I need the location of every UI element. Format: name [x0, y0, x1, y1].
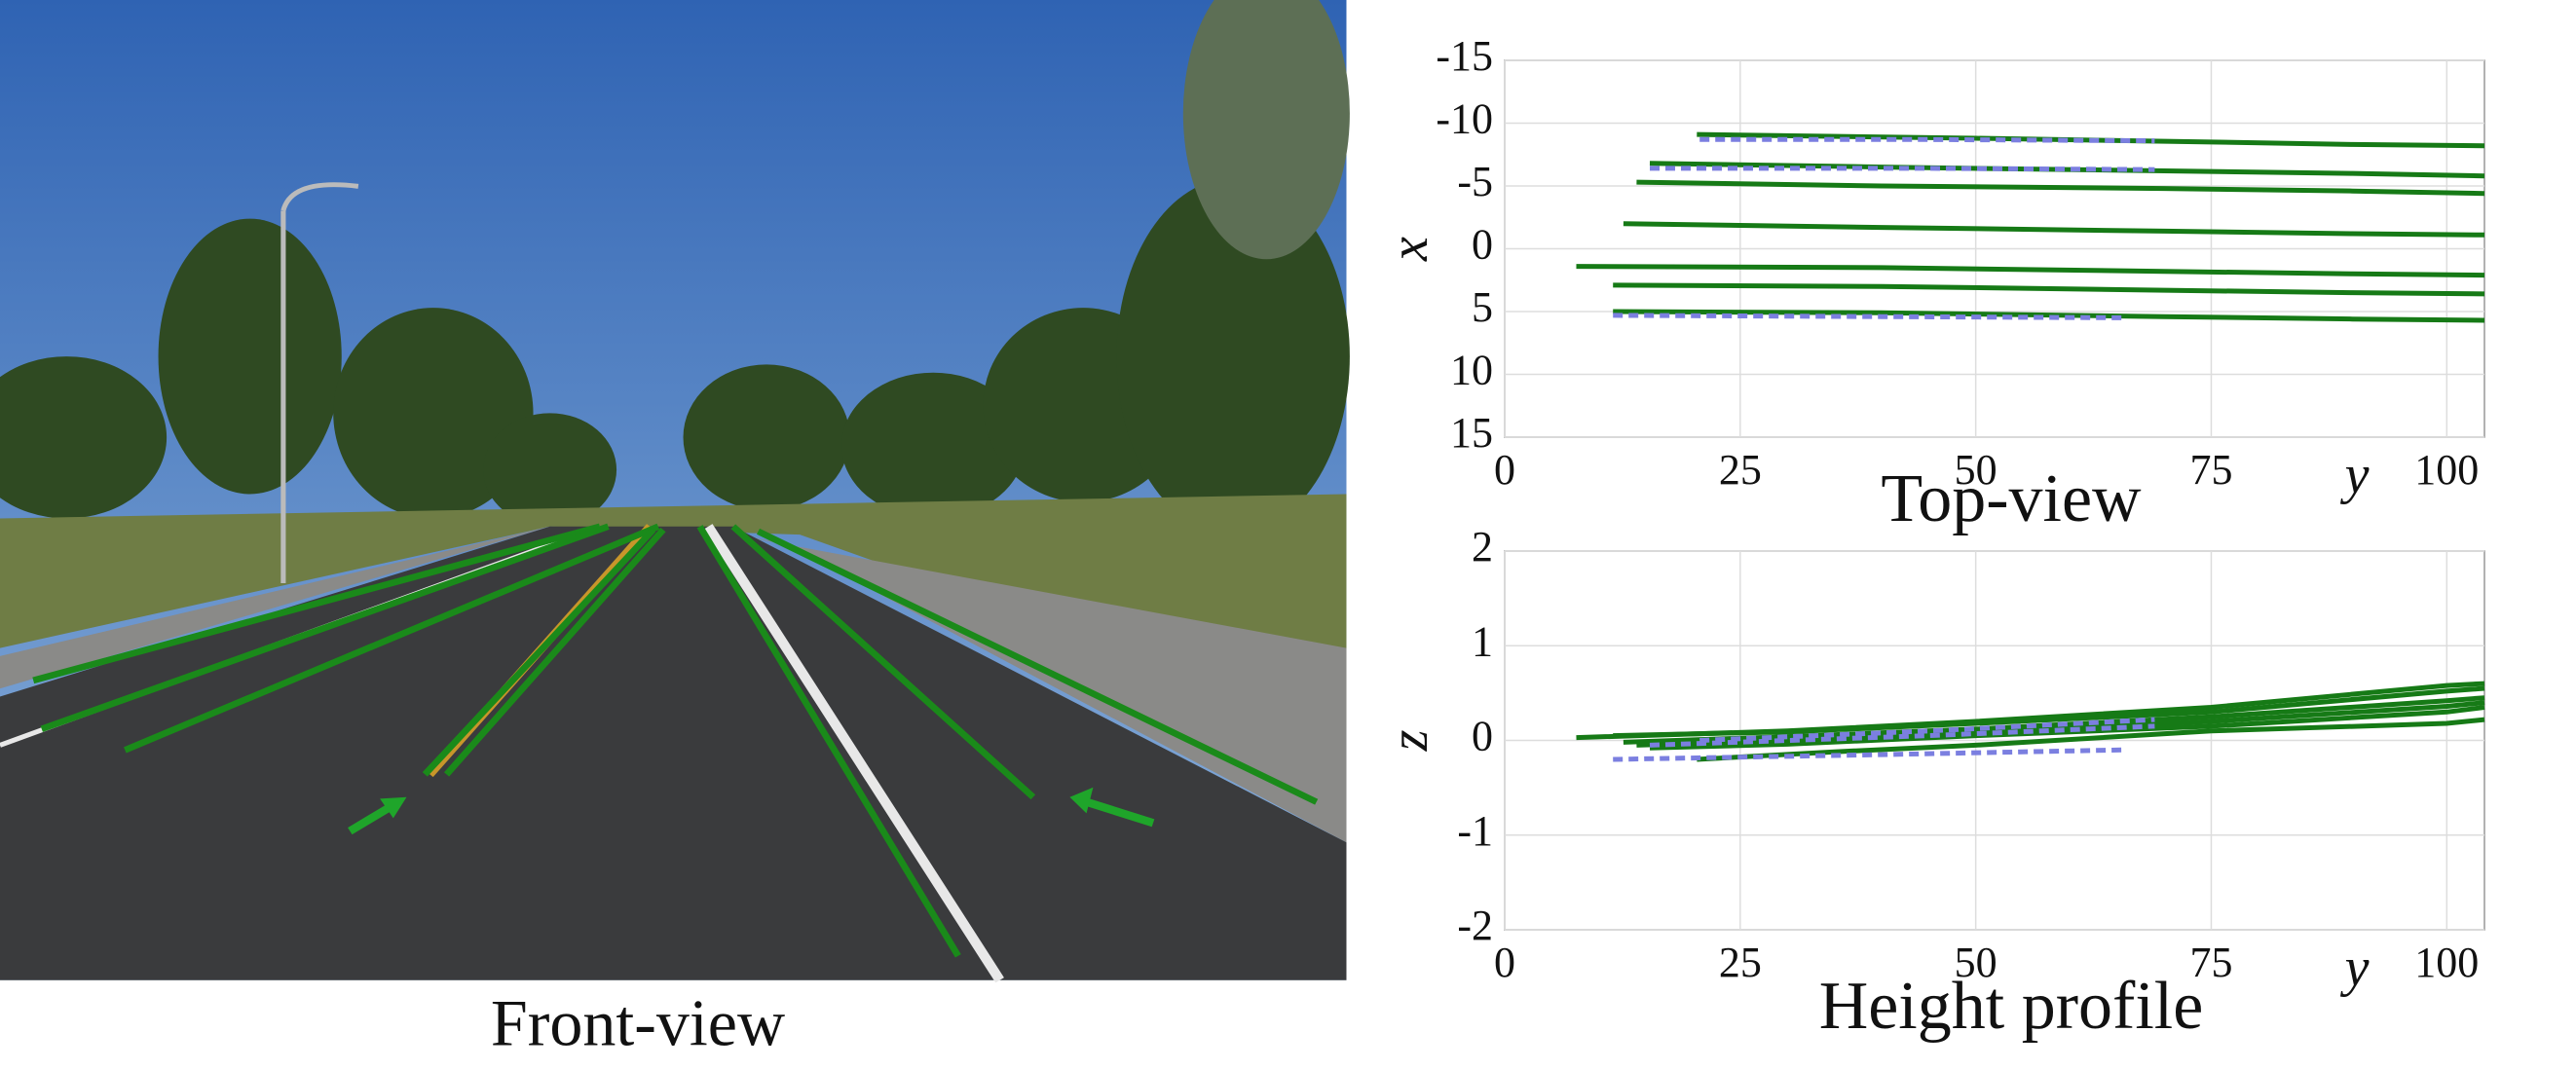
lane-line: [1613, 747, 2127, 762]
x-tick-label: 50: [1955, 939, 1997, 986]
front-view-photo: [0, 0, 1350, 983]
y-tick-label: 10: [1450, 347, 1493, 394]
lane-line: [1697, 131, 2485, 149]
lane-line: [1613, 685, 2485, 739]
lane-line: [1613, 309, 2485, 323]
lane-line: [1650, 166, 2155, 172]
lane-marking: [703, 524, 1004, 983]
lane-detections: [32, 523, 1319, 958]
photo-caption: Front-view: [491, 986, 785, 1060]
x-tick-label: 100: [2414, 939, 2479, 986]
lane-line: [1623, 221, 2485, 238]
lane-line: [1613, 282, 2485, 297]
lane-line: [1649, 723, 2155, 748]
y-tick-label: -2: [1457, 902, 1493, 949]
y-tick-label: 2: [1472, 523, 1493, 571]
lane-line: [1613, 313, 2127, 320]
x-tick-label: 75: [2189, 446, 2232, 494]
x-tick-label: 25: [1719, 446, 1762, 494]
sidewalk-left: [0, 526, 550, 689]
x-tick-label: 100: [2414, 446, 2479, 494]
y-tick-label: 0: [1472, 221, 1493, 269]
x-tick-label: 75: [2189, 939, 2232, 986]
road: [0, 526, 1347, 980]
lane-line: [1649, 161, 2485, 179]
x-axis-label: y: [2340, 445, 2370, 505]
lane-line: [1576, 264, 2485, 278]
grass: [0, 494, 1347, 729]
y-tick-label: 1: [1472, 617, 1493, 665]
y-tick-label: -15: [1436, 32, 1493, 80]
y-tick-label: 0: [1472, 713, 1493, 760]
y-tick-label: -1: [1457, 807, 1493, 855]
x-tick-label: 25: [1719, 939, 1762, 986]
lane-line: [1697, 717, 2485, 762]
lane-line: [1636, 179, 2485, 197]
y-axis-label: z: [1379, 729, 1439, 752]
chart-title: Height profile: [1819, 969, 2204, 1044]
x-tick-label: 0: [1494, 939, 1515, 986]
lane-line: [1699, 136, 2155, 144]
x-axis-label: y: [2340, 938, 2370, 998]
chart-title: Top-view: [1881, 461, 2142, 536]
y-axis-label: x: [1379, 237, 1439, 262]
trees: [0, 0, 1350, 535]
y-tick-label: -10: [1436, 95, 1493, 143]
x-tick-label: 0: [1494, 446, 1515, 494]
x-tick-label: 50: [1955, 446, 1997, 494]
y-tick-label: -5: [1457, 158, 1493, 205]
lamp-arm: [280, 182, 359, 212]
lane-line: [1699, 717, 2155, 743]
arrows: [348, 787, 1155, 835]
y-tick-label: 5: [1472, 283, 1493, 331]
y-tick-label: 15: [1450, 409, 1493, 457]
sidewalk: [732, 534, 1347, 843]
